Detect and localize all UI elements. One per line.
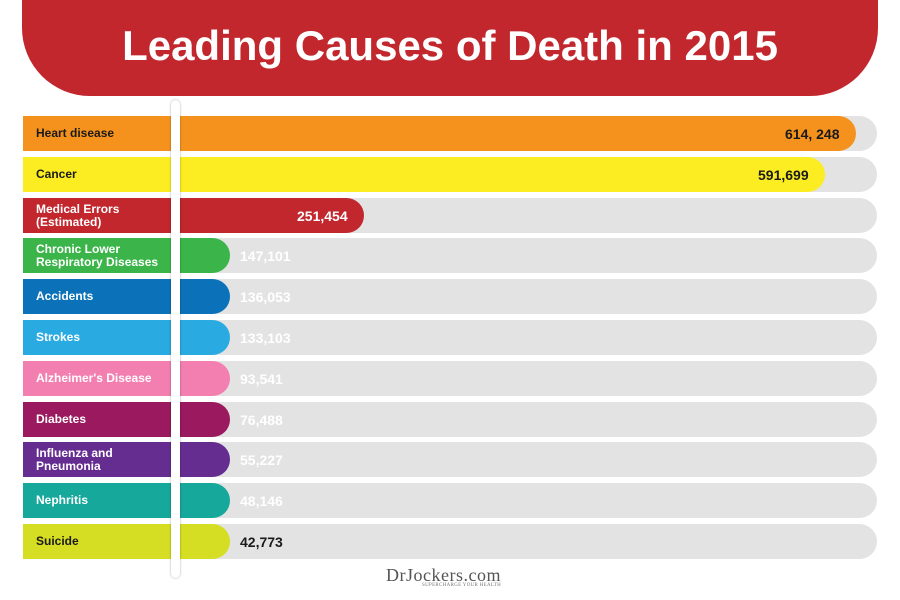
value-label: 591,699	[758, 167, 809, 183]
value-label: 614, 248	[785, 126, 840, 142]
bar	[23, 198, 364, 233]
bar	[23, 279, 230, 314]
category-label: Heart disease	[36, 126, 115, 140]
category-label: Suicide	[36, 534, 79, 548]
category-label: Nephritis	[36, 493, 89, 507]
category-label: Chronic Lower Respiratory Diseases	[36, 242, 159, 269]
drjockers-logo: DrJockers.com SUPERCHARGE YOUR HEALTH	[386, 564, 516, 598]
value-label: 93,541	[240, 371, 283, 387]
title-banner	[22, 0, 878, 96]
bar	[23, 402, 230, 437]
category-label: Accidents	[36, 289, 94, 303]
bar	[23, 116, 856, 151]
value-label: 55,227	[240, 452, 283, 468]
category-label: Alzheimer's Disease	[36, 371, 152, 385]
chart-title: Leading Causes of Death in 2015	[122, 22, 778, 69]
value-label: 147,101	[240, 248, 291, 264]
bar	[23, 524, 230, 559]
bar	[23, 361, 230, 396]
category-label: Diabetes	[36, 412, 87, 426]
bar	[23, 238, 230, 273]
bar	[23, 320, 230, 355]
value-label: 136,053	[240, 289, 291, 305]
divider-line	[171, 100, 180, 578]
value-label: 251,454	[297, 208, 348, 224]
category-label: Cancer	[36, 167, 77, 181]
bar	[23, 442, 230, 477]
bar	[23, 483, 230, 518]
logo-tagline: SUPERCHARGE YOUR HEALTH	[422, 583, 502, 588]
category-label: Strokes	[36, 330, 81, 344]
value-label: 76,488	[240, 412, 283, 428]
logo-text: DrJockers.com	[386, 565, 501, 585]
category-label: Medical Errors (Estimated)	[36, 202, 120, 229]
value-label: 48,146	[240, 493, 283, 509]
value-label: 133,103	[240, 330, 291, 346]
value-label: 42,773	[240, 534, 283, 550]
bar	[23, 157, 825, 192]
category-label: Influenza and Pneumonia	[36, 446, 113, 473]
